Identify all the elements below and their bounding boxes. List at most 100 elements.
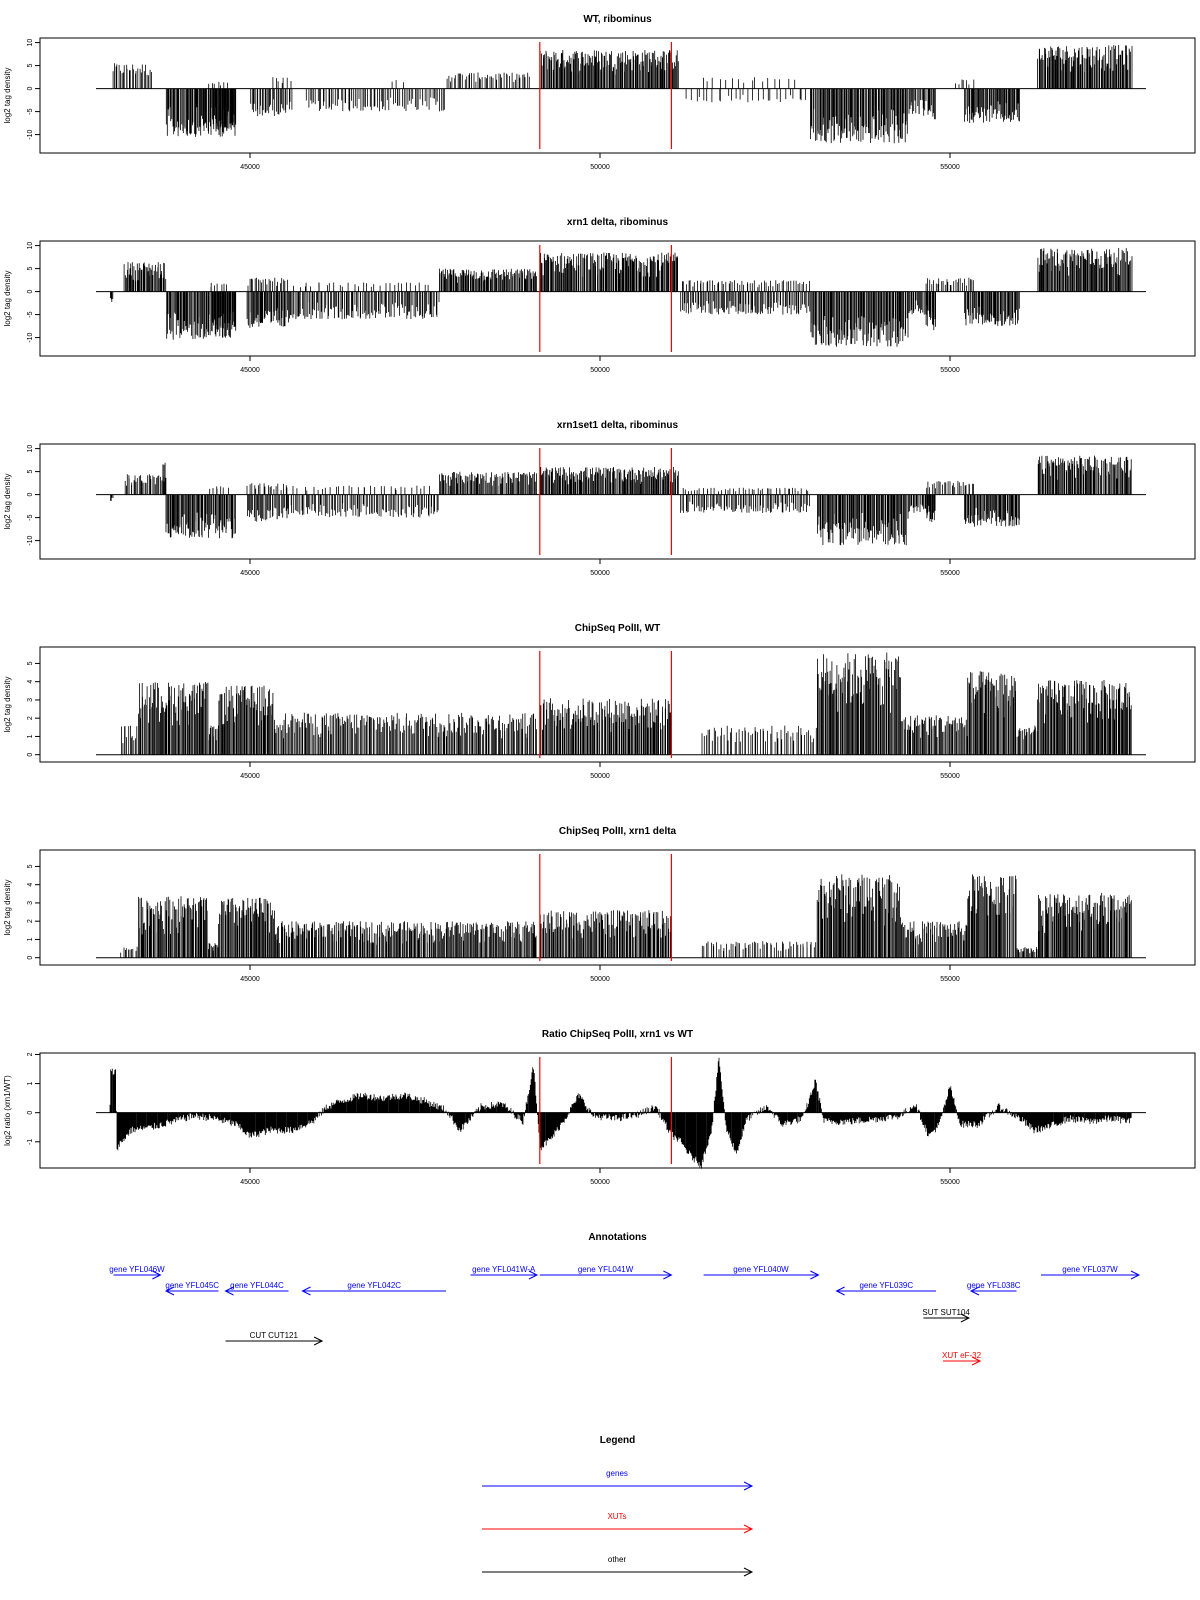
signal-segment: [274, 921, 537, 958]
arrow-head: [152, 1270, 162, 1280]
x-tick-label: 45000: [240, 367, 260, 374]
signal-segment: [439, 268, 537, 292]
chart-title: xrn1 delta, ribominus: [567, 217, 669, 228]
signal-segment: [925, 277, 974, 292]
arrow-head: [969, 1286, 980, 1296]
x-tick-label: 50000: [590, 1179, 610, 1186]
annotation-item: gene YFL038C: [967, 1281, 1021, 1296]
chart-panel-4: ChipSeq PolII, WT log2 tag density 0 1 2 3 4 5 4…: [3, 623, 1196, 780]
y-tick-label: -5: [27, 311, 34, 317]
legend-title: Legend: [600, 1435, 636, 1446]
y-tick-label: 5: [27, 470, 34, 474]
x-tick-label: 50000: [590, 773, 610, 780]
arrow-head: [164, 1286, 175, 1296]
signal-segment: [900, 715, 968, 755]
chart-title: Ratio ChipSeq PolII, xrn1 vs WT: [542, 1029, 693, 1040]
signal-segment: [1037, 248, 1133, 292]
y-tick-label: 3: [27, 901, 34, 905]
signal-segment: [289, 291, 440, 320]
chart-title: ChipSeq PolII, xrn1 delta: [559, 826, 677, 837]
annotation-item: gene YFL042C: [301, 1281, 446, 1296]
arrow-head: [528, 1270, 539, 1280]
signal-segment: [967, 671, 1016, 755]
signal-segment: [110, 291, 114, 302]
y-tick-label: 0: [27, 956, 34, 960]
signal-segment: [1037, 455, 1132, 495]
signal-segment: [121, 725, 138, 755]
y-tick-label: 1: [27, 937, 34, 941]
signal-segment: [210, 282, 227, 292]
y-tick-label: -5: [27, 514, 34, 520]
legend-panel: Legend genes XUTs other: [482, 1435, 754, 1577]
signal-segment: [964, 494, 1020, 527]
signal-segment: [925, 291, 936, 331]
signal-segment: [701, 941, 817, 958]
signal-segment: [207, 725, 219, 755]
x-tick-label: 50000: [590, 570, 610, 577]
annotation-item: gene YFL046W: [109, 1265, 165, 1280]
annotation-label: gene YFL038C: [967, 1281, 1021, 1290]
signal-segment: [539, 467, 679, 495]
y-tick-label: -10: [27, 332, 34, 342]
legend-item: XUTs: [482, 1512, 754, 1534]
signal-segment: [955, 79, 975, 89]
arrow-head: [835, 1286, 845, 1296]
signal-segment: [162, 462, 167, 495]
x-tick-label: 45000: [240, 773, 260, 780]
signal-segment: [120, 946, 138, 958]
signal-segment: [817, 494, 909, 546]
signal-segment: [816, 874, 901, 958]
y-tick-label: 0: [27, 1111, 34, 1115]
signal-segment: [218, 897, 275, 958]
annotation-label: gene YFL042C: [347, 1281, 401, 1290]
y-tick-label: 0: [27, 290, 34, 294]
arrow-head: [663, 1270, 673, 1280]
y-tick-label: -10: [27, 535, 34, 545]
signal-segment: [967, 874, 1017, 958]
signal-segment: [208, 943, 219, 958]
signal-segment: [925, 494, 936, 522]
signal-segment: [218, 685, 275, 755]
signal-segment: [209, 486, 229, 495]
legend-label: other: [608, 1555, 627, 1564]
y-tick-label: 10: [27, 242, 34, 250]
signal-segment: [1037, 45, 1133, 89]
annotation-item: gene YFL044C: [224, 1281, 289, 1296]
annotation-label: gene YFL037W: [1062, 1265, 1118, 1274]
signal-segment: [539, 910, 671, 958]
signal-segment: [211, 291, 236, 329]
arrow-head: [743, 1567, 754, 1577]
y-tick-label: 4: [27, 883, 34, 887]
chart-panel-5: ChipSeq PolII, xrn1 delta log2 tag densit…: [3, 826, 1196, 983]
signal-bars: [110, 455, 1132, 546]
signal-segment: [110, 494, 114, 501]
x-tick-label: 55000: [940, 367, 960, 374]
ratio-bars: [109, 1057, 1132, 1169]
signal-segment: [908, 88, 932, 116]
arrow-head: [743, 1524, 754, 1534]
signal-segment: [446, 72, 530, 89]
signal-segment: [540, 252, 678, 292]
x-tick-label: 45000: [240, 164, 260, 171]
signal-segment: [685, 88, 806, 103]
annotations-title: Annotations: [588, 1232, 647, 1243]
y-axis-label: log2 tag density: [3, 879, 12, 935]
signal-segment: [1037, 680, 1132, 755]
chart-title: xrn1set1 delta, ribominus: [557, 420, 679, 431]
chart-panel-2: xrn1 delta, ribominus log2 tag density 10 5…: [3, 217, 1196, 374]
signal-segment: [1038, 892, 1132, 958]
signal-segment: [810, 88, 908, 144]
annotation-item: gene YFL045C: [164, 1281, 219, 1296]
signal-segment: [288, 494, 439, 518]
annotation-label: XUT eF-32: [942, 1351, 982, 1360]
signal-segment: [932, 88, 936, 120]
x-tick-label: 45000: [240, 1179, 260, 1186]
x-tick-label: 45000: [240, 570, 260, 577]
signal-segment: [208, 81, 228, 89]
signal-segment: [817, 652, 901, 755]
signal-segment: [439, 471, 537, 495]
signal-segment: [926, 480, 974, 495]
y-tick-label: 0: [27, 753, 34, 757]
x-tick-label: 55000: [940, 976, 960, 983]
